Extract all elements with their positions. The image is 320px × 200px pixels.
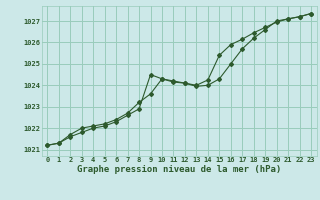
X-axis label: Graphe pression niveau de la mer (hPa): Graphe pression niveau de la mer (hPa): [77, 165, 281, 174]
